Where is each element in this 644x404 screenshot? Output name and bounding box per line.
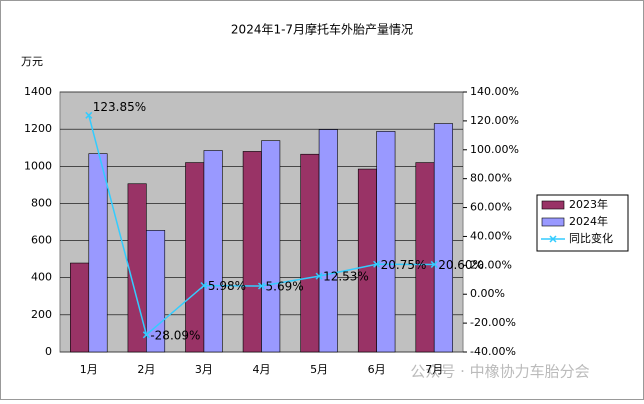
bar [185, 162, 205, 353]
y2-tick-label: 40.00% [470, 229, 512, 242]
y2-tick-label: -20.00% [470, 316, 516, 329]
data-label: 20.60% [438, 258, 484, 272]
marker [315, 272, 323, 280]
data-label: -28.09% [150, 328, 200, 342]
y2-tick-label: 0.00% [470, 287, 505, 300]
y-tick-label: 1400 [24, 85, 52, 98]
y-tick-label: 1200 [24, 122, 52, 135]
y2-tick-label: 60.00% [470, 201, 512, 214]
bar [300, 153, 320, 353]
data-label: 20.75% [381, 258, 427, 272]
y2-tick-label: 80.00% [470, 172, 512, 185]
data-label: 12.53% [323, 270, 369, 284]
data-label: 5.69% [266, 280, 304, 294]
bar [88, 153, 108, 353]
bar [357, 168, 377, 353]
y-tick-label: 400 [31, 271, 52, 284]
bar [146, 230, 166, 353]
legend-label: 2023年 [569, 197, 608, 211]
x-tick-label: 7月 [425, 363, 443, 376]
y-axis-label: 万元 [21, 55, 43, 68]
legend-swatch [541, 200, 565, 210]
marker [200, 282, 208, 290]
data-label: 5.98% [208, 279, 246, 293]
legend-marker [549, 235, 557, 243]
y2-tick-label: 100.00% [470, 143, 519, 156]
bar [242, 151, 262, 353]
watermark: 公众号 · 中橡协力车胎分会 [410, 363, 589, 381]
bar [203, 150, 223, 353]
x-tick-label: 3月 [195, 363, 213, 376]
y2-tick-label: -40.00% [470, 345, 516, 358]
y2-tick-label: 20.00% [470, 258, 512, 271]
x-tick-label: 4月 [253, 363, 271, 376]
bar [70, 262, 90, 353]
marker [85, 111, 93, 119]
marker [373, 260, 381, 268]
marker [257, 282, 266, 290]
y-tick-label: 200 [31, 308, 52, 321]
bar [376, 131, 396, 353]
legend-label: 2024年 [569, 214, 608, 228]
data-label: 123.85% [93, 100, 146, 114]
x-tick-label: 5月 [310, 363, 328, 376]
bar [318, 129, 338, 353]
bar [261, 140, 281, 353]
y2-tick-label: 140.00% [470, 85, 519, 98]
legend-swatch [541, 217, 565, 227]
legend-label: 同比变化 [569, 231, 613, 245]
x-tick-label: 2月 [137, 363, 155, 376]
x-tick-label: 6月 [368, 363, 386, 376]
y-tick-label: 0 [45, 345, 52, 358]
marker [430, 260, 438, 268]
y-tick-label: 600 [31, 234, 52, 247]
marker [142, 331, 150, 339]
bar [433, 123, 453, 353]
y-tick-label: 800 [31, 196, 52, 209]
x-tick-label: 1月 [80, 363, 98, 376]
y2-tick-label: 120.00% [470, 114, 519, 127]
chart-title: 2024年1-7月摩托车外胎产量情况 [231, 22, 413, 37]
y-tick-label: 1000 [24, 159, 52, 172]
